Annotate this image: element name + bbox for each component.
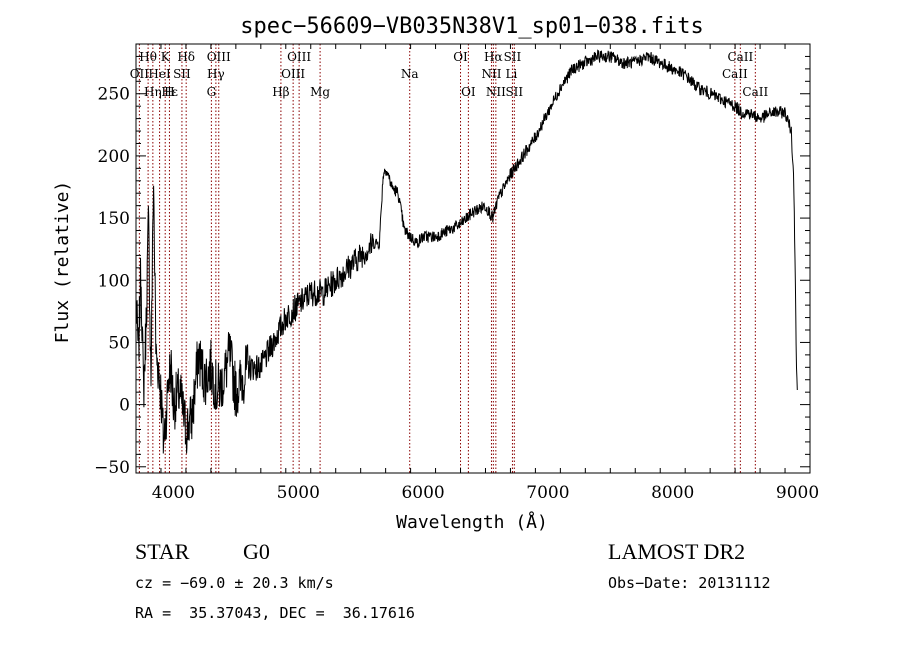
spectral-line-label: Hδ <box>177 50 195 64</box>
spectral-line-label: CaII <box>742 85 768 99</box>
object-class: STAR <box>135 539 190 564</box>
spectral-line-label: OI <box>453 50 468 64</box>
spectral-line-label: Li <box>506 67 518 81</box>
obs-date: Obs−Date: 20131112 <box>608 574 771 592</box>
spectral-line-label: Hε <box>161 85 178 99</box>
spectral-line-label: Na <box>401 67 419 81</box>
spectral-line-label: OIII <box>281 67 305 81</box>
x-tick-label: 9000 <box>776 483 819 503</box>
y-tick-label: 150 <box>98 209 130 229</box>
x-tick-label: 4000 <box>152 483 195 503</box>
y-tick-label: 100 <box>98 271 130 291</box>
spectral-line-label: G <box>207 85 217 99</box>
spectrum-line <box>135 49 798 454</box>
spectral-line-label: NII <box>481 67 501 81</box>
survey-name: LAMOST DR2 <box>608 539 746 564</box>
spectral-line-label: OIII <box>207 50 231 64</box>
spectral-line-label: Hη <box>144 85 162 99</box>
chart-title: spec−56609−VB035N38V1_sp01−038.fits <box>240 14 704 39</box>
y-tick-label: 250 <box>98 85 130 105</box>
spectral-line-label: OII <box>130 67 150 81</box>
spectral-line-label: CaII <box>722 67 748 81</box>
spectral-line-label: H <box>164 85 174 99</box>
y-tick-label: 50 <box>108 333 130 353</box>
spectral-line-label: Hα <box>484 50 503 64</box>
spectral-line-label: Mg <box>310 85 330 99</box>
x-tick-label: 8000 <box>651 483 694 503</box>
plot-frame <box>135 43 811 474</box>
y-axis: −50 0 50 100 150 200 250 <box>94 43 810 478</box>
coordinates: RA = 35.37043, DEC = 36.17616 <box>135 604 415 622</box>
y-tick-label: −50 <box>94 458 130 478</box>
spectral-line-label: Hγ <box>207 67 225 81</box>
subclass: G0 <box>243 539 270 564</box>
spectral-line-label: HeI <box>148 67 171 81</box>
x-axis-title: Wavelength (Å) <box>396 511 548 533</box>
x-tick-label: 6000 <box>401 483 444 503</box>
y-tick-label: 0 <box>119 396 130 416</box>
x-tick-label: 7000 <box>526 483 569 503</box>
y-axis-title: Flux (relative) <box>52 181 73 344</box>
line-markers <box>138 44 756 473</box>
spectral-line-label: Hθ <box>139 50 157 64</box>
spectral-line-label: NII <box>486 85 506 99</box>
y-tick-label: 200 <box>98 147 130 167</box>
x-tick-label: 5000 <box>277 483 320 503</box>
spectral-line-label: K <box>161 50 171 64</box>
x-axis: 4000 5000 6000 7000 8000 9000 <box>135 44 819 503</box>
redshift-text: cz = −69.0 ± 20.3 km/s <box>135 574 334 592</box>
spectral-line-label: Hβ <box>272 85 289 99</box>
spectral-line-label: CaII <box>727 50 753 64</box>
spectral-line-label: OI <box>461 85 476 99</box>
spectral-line-label: SII <box>504 50 522 64</box>
spectral-line-label: OIII <box>287 50 311 64</box>
spectrum-series <box>135 49 798 454</box>
spectral-line-label: SII <box>505 85 523 99</box>
spectral-line-label: SII <box>173 67 191 81</box>
